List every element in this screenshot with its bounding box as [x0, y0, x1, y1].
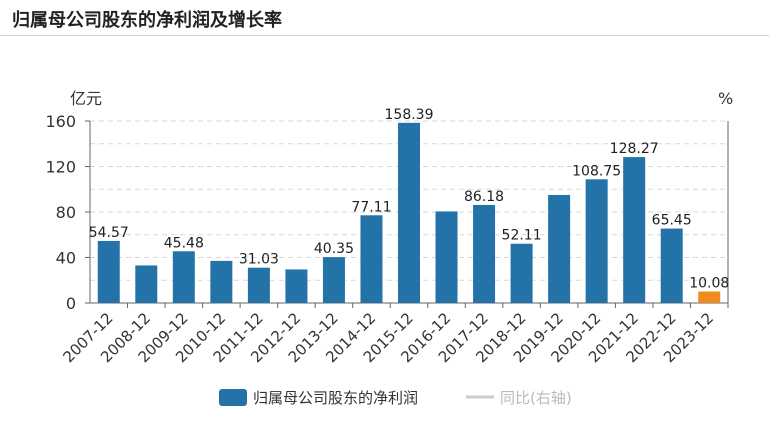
legend-swatch-net-profit[interactable]	[219, 389, 247, 406]
bar[interactable]	[548, 194, 571, 303]
bar[interactable]	[135, 265, 158, 303]
bar[interactable]	[285, 269, 308, 303]
bar[interactable]	[247, 267, 270, 303]
page-title: 归属母公司股东的净利润及增长率	[12, 10, 282, 31]
bar[interactable]	[322, 257, 345, 303]
y-tick-label: 0	[66, 294, 76, 313]
y-tick-label: 160	[45, 112, 76, 131]
y-tick-label: 80	[56, 203, 76, 222]
bar[interactable]	[97, 240, 120, 303]
data-label: 54.57	[89, 225, 129, 241]
y-tick-label: 40	[56, 249, 76, 268]
data-label: 108.75	[572, 163, 621, 179]
bar[interactable]	[660, 228, 683, 303]
y-axis-left-unit: 亿元	[70, 89, 102, 108]
data-label: 45.48	[164, 235, 204, 251]
bar[interactable]	[172, 251, 195, 303]
legend-label-yoy[interactable]: 同比(右轴)	[500, 389, 572, 407]
y-axis-right-unit: %	[718, 89, 733, 108]
bar[interactable]	[623, 157, 646, 303]
bar[interactable]	[360, 215, 383, 303]
bar[interactable]	[585, 179, 608, 303]
bar[interactable]	[698, 291, 721, 303]
data-label: 10.08	[689, 276, 729, 292]
data-label: 77.11	[351, 199, 391, 215]
bars	[97, 122, 721, 303]
data-label: 65.45	[652, 213, 692, 229]
data-label: 31.03	[239, 252, 279, 268]
data-label: 86.18	[464, 189, 504, 205]
bar[interactable]	[435, 211, 458, 303]
data-label: 52.11	[502, 228, 542, 244]
legend: 归属母公司股东的净利润 同比(右轴)	[219, 389, 572, 407]
data-label: 158.39	[385, 107, 434, 123]
data-label: 40.35	[314, 241, 354, 257]
data-labels: 54.57 45.48 31.03 40.35 77.11 158.39 86.18 52.1…	[89, 107, 730, 292]
legend-label-net-profit[interactable]: 归属母公司股东的净利润	[253, 389, 418, 407]
bar[interactable]	[398, 122, 420, 303]
y-tick-label: 120	[45, 158, 76, 177]
bar[interactable]	[510, 243, 533, 303]
data-label: 128.27	[610, 141, 659, 157]
header: 归属母公司股东的净利润及增长率	[0, 0, 769, 36]
bar[interactable]	[473, 204, 496, 303]
bar[interactable]	[210, 260, 233, 303]
